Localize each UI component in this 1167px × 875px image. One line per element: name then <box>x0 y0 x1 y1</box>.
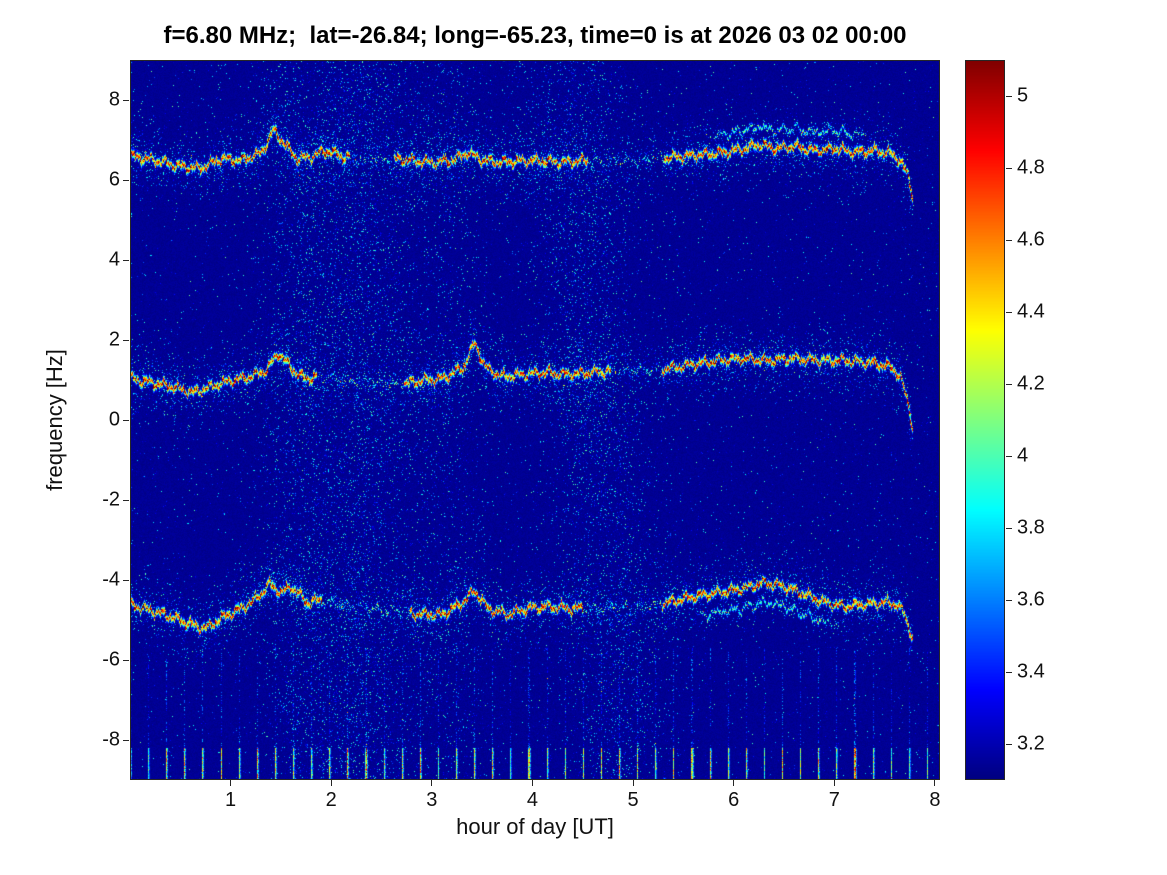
y-tick-mark <box>123 739 129 741</box>
colorbar-tick-label: 3.4 <box>1017 660 1045 683</box>
colorbar-tick-mark <box>1006 311 1012 313</box>
y-tick-mark <box>123 339 129 341</box>
colorbar-tick-mark <box>1006 671 1012 673</box>
x-tick-mark <box>733 780 735 786</box>
colorbar-tick-label: 3.2 <box>1017 732 1045 755</box>
y-tick-label: 4 <box>108 248 120 271</box>
y-tick-label: -4 <box>102 568 120 591</box>
plot-title: f=6.80 MHz; lat=-26.84; long=-65.23, tim… <box>163 22 907 49</box>
colorbar-tick-label: 3.6 <box>1017 588 1045 611</box>
x-tick-mark <box>230 780 232 786</box>
colorbar-tick-mark <box>1006 167 1012 169</box>
y-tick-mark <box>123 179 129 181</box>
colorbar-tick-mark <box>1006 383 1012 385</box>
y-tick-mark <box>123 579 129 581</box>
spectrogram-canvas <box>130 60 940 780</box>
y-tick-label: 8 <box>108 88 120 111</box>
colorbar-canvas <box>965 60 1005 780</box>
x-tick-label: 2 <box>325 789 337 811</box>
y-tick-mark <box>123 659 129 661</box>
y-tick-mark <box>123 99 129 101</box>
y-tick-label: 6 <box>108 168 120 191</box>
colorbar-tick-label: 5 <box>1017 84 1029 107</box>
colorbar-tick-mark <box>1006 743 1012 745</box>
x-tick-label: 4 <box>526 789 539 811</box>
x-tick-mark <box>934 780 936 786</box>
x-tick-label: 3 <box>426 789 438 811</box>
y-tick-mark <box>123 259 129 261</box>
y-tick-mark <box>123 419 129 421</box>
colorbar-tick-label: 4.6 <box>1017 228 1045 251</box>
x-tick-label: 8 <box>929 789 941 811</box>
colorbar-tick-mark <box>1006 239 1012 241</box>
x-tick-mark <box>531 780 533 786</box>
y-tick-label: 0 <box>108 408 120 431</box>
x-tick-label: 1 <box>225 789 237 811</box>
colorbar-tick-label: 4 <box>1017 444 1029 467</box>
y-tick-label: -6 <box>102 648 120 671</box>
x-tick-mark <box>330 780 332 786</box>
x-tick-mark <box>632 780 634 786</box>
colorbar-tick-mark <box>1006 599 1012 601</box>
x-axis-label: hour of day [UT] <box>456 814 614 839</box>
colorbar-tick-mark <box>1006 527 1012 529</box>
colorbar-tick-label: 4.2 <box>1017 372 1045 395</box>
x-tick-label: 5 <box>627 789 639 811</box>
colorbar-tick-mark <box>1006 95 1012 97</box>
colorbar-tick-label: 3.8 <box>1017 516 1045 539</box>
y-tick-label: -2 <box>102 488 120 511</box>
y-tick-label: -8 <box>102 728 120 751</box>
x-tick-label: 7 <box>828 789 840 811</box>
colorbar-tick-label: 4.4 <box>1017 300 1045 323</box>
colorbar-tick-mark <box>1006 455 1012 457</box>
x-tick-label: 6 <box>728 789 740 811</box>
colorbar-tick-label: 4.8 <box>1017 156 1045 179</box>
y-tick-mark <box>123 499 129 501</box>
x-tick-mark <box>833 780 835 786</box>
x-tick-mark <box>431 780 433 786</box>
y-tick-label: 2 <box>108 328 120 351</box>
